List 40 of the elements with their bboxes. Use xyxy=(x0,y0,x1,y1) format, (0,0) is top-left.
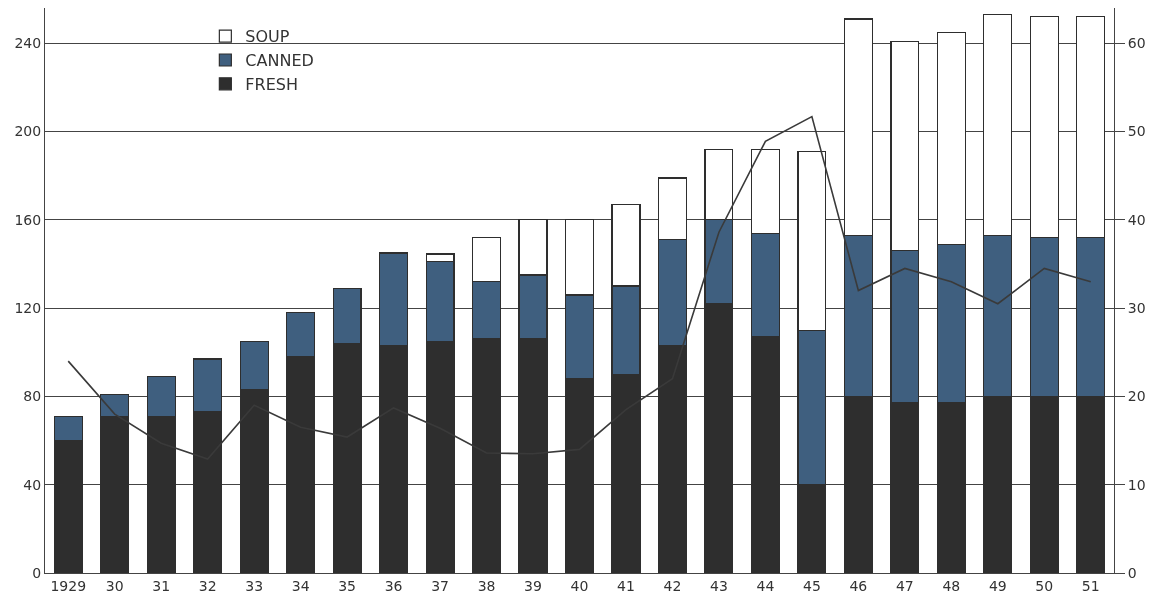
x-tick-label: 47 xyxy=(895,577,914,594)
x-tick-label: 36 xyxy=(384,577,403,594)
x-tick-label: 32 xyxy=(198,577,217,594)
x-tick-label: 41 xyxy=(617,577,635,594)
legend-label: CANNED xyxy=(245,51,314,71)
y-tick-label: 40 xyxy=(23,476,42,493)
y2-tick-label: 20 xyxy=(1127,388,1146,405)
x-tick-label: 39 xyxy=(524,577,542,594)
y-tick-label: 200 xyxy=(14,123,42,140)
x-tick-label: 38 xyxy=(477,577,496,594)
y-tick-label: 120 xyxy=(14,300,42,317)
y2-tick-label: 50 xyxy=(1127,123,1146,140)
x-tick-label: 51 xyxy=(1081,577,1100,594)
x-tick-label: 34 xyxy=(291,577,310,594)
legend-label: SOUP xyxy=(245,27,290,47)
y-tick-label: 80 xyxy=(23,388,42,405)
x-tick-label: 37 xyxy=(431,577,449,594)
x-tick-label: 50 xyxy=(1035,577,1054,594)
x-tick-label: 33 xyxy=(245,577,264,594)
y2-tick-label: 0 xyxy=(1127,564,1137,581)
y2-tick-label: 60 xyxy=(1127,35,1146,52)
y2-tick-label: 10 xyxy=(1127,476,1146,493)
x-tick-label: 40 xyxy=(570,577,589,594)
x-tick-label: 35 xyxy=(338,577,357,594)
x-tick-label: 46 xyxy=(849,577,868,594)
x-tick-label: 30 xyxy=(105,577,124,594)
x-tick-label: 44 xyxy=(756,577,775,594)
y-tick-label: 0 xyxy=(32,564,42,581)
y-tick-label: 160 xyxy=(14,211,42,228)
x-tick-label: 1929 xyxy=(50,577,87,594)
y2-tick-label: 30 xyxy=(1127,300,1146,317)
x-tick-label: 43 xyxy=(710,577,728,594)
x-tick-label: 31 xyxy=(152,577,171,594)
y-tick-label: 240 xyxy=(14,35,42,52)
y2-tick-label: 40 xyxy=(1127,211,1146,228)
x-tick-label: 42 xyxy=(663,577,682,594)
x-tick-label: 49 xyxy=(988,577,1007,594)
x-tick-label: 48 xyxy=(942,577,961,594)
legend-label: FRESH xyxy=(245,75,298,95)
x-tick-label: 45 xyxy=(802,577,821,594)
